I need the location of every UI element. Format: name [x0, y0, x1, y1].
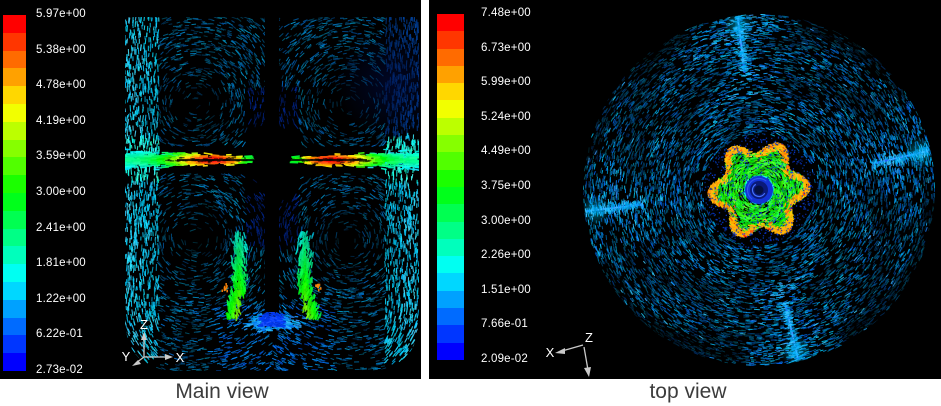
colorbar-band: [3, 353, 26, 371]
colorbar-band: [437, 14, 464, 32]
z-axis-label: Z: [585, 330, 593, 345]
colorbar-band: [437, 342, 464, 360]
colorbar-tick-label: 2.41e+00: [36, 221, 86, 234]
colorbar-band: [3, 139, 26, 158]
colorbar-tick-label: 4.49e+00: [481, 145, 531, 158]
z-axis-arrow-icon: [141, 332, 147, 340]
colorbar-band: [437, 169, 464, 187]
colorbar-band: [437, 117, 464, 136]
y-axis-label: Y: [122, 349, 131, 364]
colorbar-band: [3, 175, 26, 193]
colorbar-band: [3, 317, 26, 336]
colorbar-tick-label: 6.73e+00: [481, 41, 531, 54]
colorbar-band: [3, 228, 26, 247]
colorbar-band: [437, 152, 464, 170]
x-axis-arrow-icon: [555, 348, 565, 354]
colorbar-tick-label: 3.00e+00: [481, 214, 531, 227]
top-view-colorbar: [437, 14, 464, 360]
colorbar-tick-label: 7.48e+00: [481, 7, 531, 19]
colorbar-tick-label: 2.73e-02: [36, 364, 83, 376]
colorbar-band: [437, 238, 464, 257]
colorbar-tick-label: 1.22e+00: [36, 292, 86, 305]
colorbar-tick-label: 5.97e+00: [36, 8, 86, 20]
main-view-colorbar: [3, 15, 26, 371]
colorbar-band: [437, 135, 464, 153]
colorbar-tick-label: 3.75e+00: [481, 180, 531, 192]
colorbar-tick-label: 4.19e+00: [36, 114, 86, 127]
colorbar-tick-label: 3.00e+00: [36, 186, 86, 198]
colorbar-tick-label: 4.78e+00: [36, 79, 86, 92]
z-axis-arrow-icon: [584, 367, 591, 377]
colorbar-band: [3, 68, 26, 87]
colorbar-band: [437, 100, 464, 118]
colorbar-band: [437, 325, 464, 343]
colorbar-band: [437, 256, 464, 274]
x-axis-arrow-icon: [165, 354, 173, 360]
top-view-panel: X Z 7.48e+00 6.73e+00 5.99e+00 5.24e+00 4.49…: [429, 0, 941, 379]
colorbar-band: [3, 32, 26, 51]
colorbar-band: [437, 31, 464, 49]
colorbar-band: [437, 48, 464, 66]
colorbar-tick-label: 2.26e+00: [481, 249, 531, 262]
colorbar-tick-label: 2.09e-02: [481, 353, 528, 365]
main-view-vector-field-canvas: [0, 0, 421, 379]
colorbar-band: [437, 273, 464, 291]
colorbar-band: [3, 103, 26, 122]
colorbar-band: [3, 210, 26, 229]
colorbar-band: [437, 308, 464, 326]
colorbar-band: [3, 335, 26, 354]
colorbar-band: [3, 121, 26, 140]
colorbar-band: [437, 65, 464, 84]
caption-strip: Main view top view: [0, 379, 941, 406]
colorbar-band: [3, 192, 26, 211]
main-view-caption: Main view: [175, 380, 269, 403]
colorbar-band: [3, 299, 26, 318]
colorbar-band: [437, 186, 464, 205]
colorbar-band: [3, 246, 26, 265]
top-view-axis-triad: X Z: [546, 330, 593, 377]
colorbar-tick-label: 3.59e+00: [36, 150, 86, 163]
main-view-axis-triad: Z X Y: [122, 317, 185, 366]
colorbar-tick-label: 5.99e+00: [481, 76, 531, 89]
colorbar-band: [437, 83, 464, 101]
colorbar-band: [3, 264, 26, 282]
colorbar-tick-label: 1.51e+00: [481, 283, 531, 296]
colorbar-band: [3, 157, 26, 176]
main-view-panel: Z X Y 5.97e+00 5.38e+00 4.78e+00 4.19e+00 3.…: [0, 0, 421, 379]
colorbar-band: [3, 50, 26, 69]
x-axis-label: X: [546, 345, 555, 360]
colorbar-band: [437, 204, 464, 222]
top-view-caption: top view: [649, 380, 727, 403]
colorbar-tick-label: 1.81e+00: [36, 257, 86, 270]
top-view-vector-field-canvas: [429, 0, 941, 379]
colorbar-band: [3, 15, 26, 33]
z-axis-label: Z: [140, 317, 148, 332]
x-axis-label: X: [176, 350, 185, 365]
colorbar-band: [3, 86, 26, 104]
colorbar-tick-label: 5.38e+00: [36, 43, 86, 56]
colorbar-band: [437, 221, 464, 239]
colorbar-band: [3, 281, 26, 300]
colorbar-tick-label: 7.66e-01: [481, 318, 528, 331]
colorbar-tick-label: 5.24e+00: [481, 110, 531, 123]
colorbar-tick-label: 6.22e-01: [36, 328, 83, 341]
colorbar-band: [437, 290, 464, 309]
y-axis-arrow-icon: [132, 360, 141, 366]
